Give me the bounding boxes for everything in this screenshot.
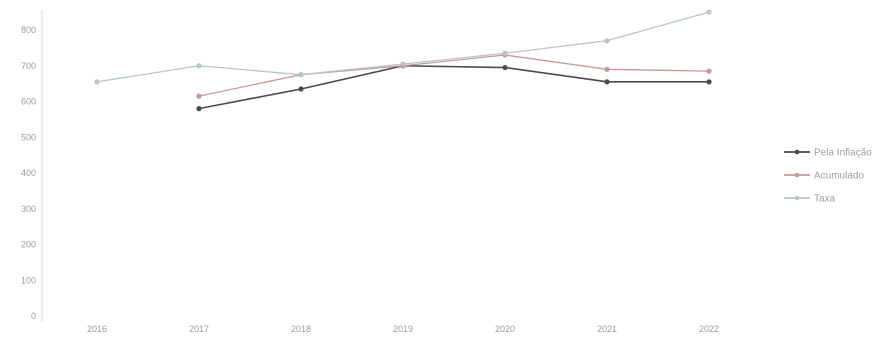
data-point	[196, 106, 202, 112]
legend: Pela Inflação Acumulado Taxa	[784, 148, 872, 205]
y-tick-label: 600	[21, 97, 36, 107]
y-tick-label: 100	[21, 275, 36, 285]
x-tick-label: 2016	[87, 324, 107, 334]
data-point	[196, 93, 202, 99]
data-point	[298, 72, 304, 78]
series-line	[198, 64, 709, 110]
y-tick-label: 500	[21, 132, 36, 142]
data-point	[400, 61, 406, 67]
data-point	[706, 68, 712, 74]
series-line	[96, 11, 710, 83]
x-axis-ticks: 2016 2017 2018 2019 2020 2021 2022	[87, 324, 719, 334]
data-point	[94, 79, 100, 85]
x-tick-label: 2020	[495, 324, 515, 334]
x-tick-label: 2017	[189, 324, 209, 334]
legend-swatch-marker	[794, 172, 800, 178]
y-tick-label: 200	[21, 240, 36, 250]
y-tick-label: 300	[21, 204, 36, 214]
data-point	[502, 50, 508, 56]
data-point	[604, 79, 610, 85]
legend-label: Acumulado	[814, 171, 864, 182]
data-point	[604, 66, 610, 72]
series-layer	[94, 9, 712, 112]
data-point	[196, 63, 202, 69]
x-tick-label: 2019	[393, 324, 413, 334]
legend-swatch-marker	[794, 195, 800, 201]
y-tick-label: 400	[21, 168, 36, 178]
legend-label: Pela Inflação	[814, 148, 872, 159]
y-axis-ticks: 0 100 200 300 400 500 600 700 800	[21, 25, 36, 321]
data-point	[706, 9, 712, 15]
data-point	[604, 38, 610, 44]
x-tick-label: 2022	[699, 324, 719, 334]
y-tick-label: 0	[31, 311, 36, 321]
series-line	[198, 54, 710, 97]
data-point	[706, 79, 712, 85]
data-point	[502, 64, 508, 71]
legend-swatch-marker	[794, 149, 800, 155]
x-tick-label: 2021	[597, 324, 617, 334]
y-tick-label: 800	[21, 25, 36, 35]
legend-label: Taxa	[814, 194, 836, 205]
data-point	[298, 86, 304, 92]
y-tick-label: 700	[21, 61, 36, 71]
x-tick-label: 2018	[291, 324, 311, 334]
